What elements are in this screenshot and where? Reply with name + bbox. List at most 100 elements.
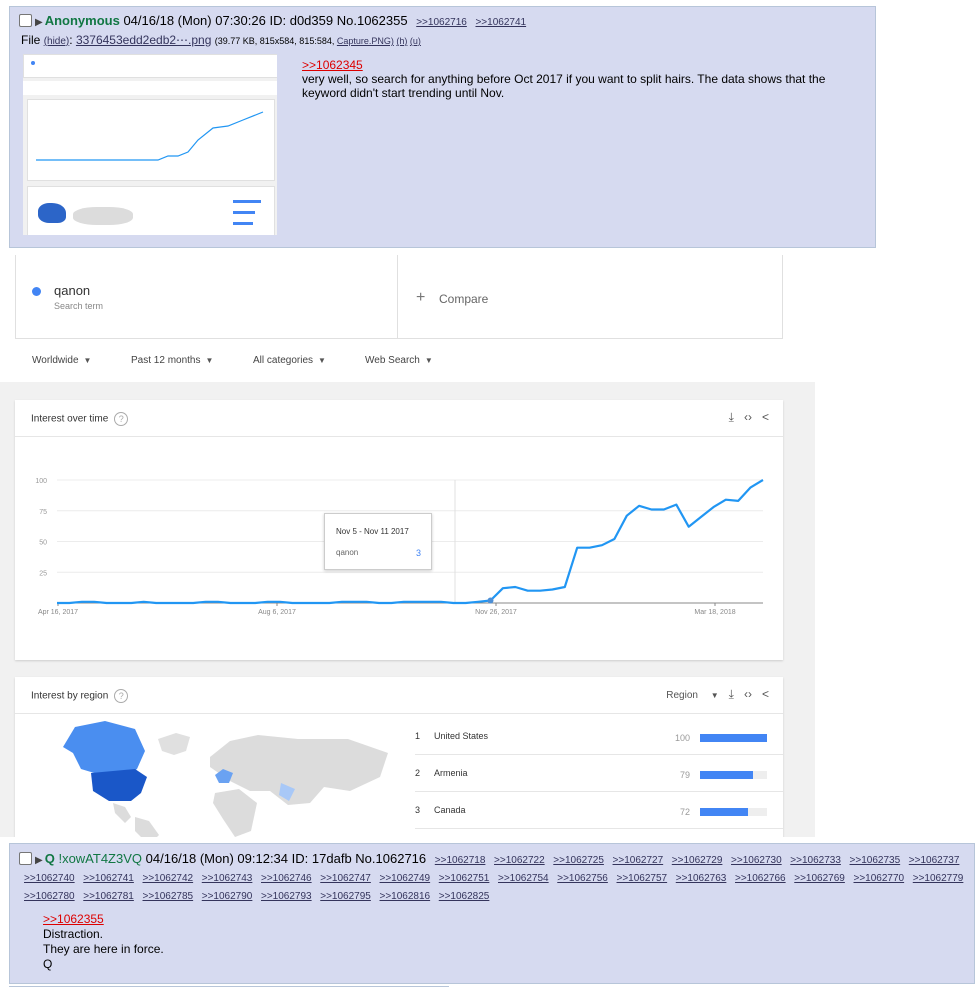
backlink[interactable]: >>1062751 <box>438 873 490 884</box>
backlink[interactable]: >>1062730 <box>731 855 782 866</box>
select-checkbox[interactable] <box>19 852 32 865</box>
file-label: File <box>21 33 41 47</box>
backlink[interactable]: >>1062740 <box>24 873 75 884</box>
interest-over-time-title: Interest over time? <box>31 412 129 426</box>
post-id-label: ID: <box>269 13 287 28</box>
embed-icon[interactable]: ‹› <box>743 410 752 424</box>
backlink[interactable]: >>1062781 <box>83 891 134 902</box>
file-meta-size: (39.77 KB, 815x584, 815:584, <box>214 36 335 46</box>
backlink[interactable]: >>1062741 <box>475 17 527 28</box>
backlink[interactable]: >>1062742 <box>142 873 194 884</box>
series-line-qanon <box>57 479 764 605</box>
card-divider <box>15 436 783 437</box>
share-icon[interactable]: < <box>761 687 769 701</box>
backlink[interactable]: >>1062737 <box>908 855 960 866</box>
backlink[interactable]: >>1062727 <box>612 855 664 866</box>
post-menu-arrow-icon[interactable]: ▶ <box>35 17 43 28</box>
backlink[interactable]: >>1062785 <box>142 891 194 902</box>
backlink[interactable]: >>1062725 <box>553 855 604 866</box>
interest-by-region-label: Interest by region <box>31 690 109 702</box>
backlink[interactable]: >>1062756 <box>557 873 608 884</box>
poster-id[interactable]: d0d359 <box>289 13 334 28</box>
post-line: Q <box>43 957 53 971</box>
thumb-map-rest <box>73 207 133 225</box>
region-select[interactable]: Region ▼ <box>656 690 718 701</box>
download-icon[interactable]: ⤓ <box>728 410 734 424</box>
backlink[interactable]: >>1062722 <box>494 855 545 866</box>
post-number[interactable]: No.1062355 <box>337 13 408 28</box>
poster-id[interactable]: 17dafb <box>311 851 352 866</box>
interest-over-time-label: Interest over time <box>31 413 109 425</box>
backlink[interactable]: >>1062749 <box>379 873 431 884</box>
world-map[interactable] <box>55 717 435 837</box>
backlink[interactable]: >>1062795 <box>320 891 371 902</box>
capture-link[interactable]: Capture.PNG) <box>336 36 394 46</box>
backlink[interactable]: >>1062716 <box>416 17 467 28</box>
backlink[interactable]: >>1062733 <box>790 855 841 866</box>
backlink[interactable]: >>1062766 <box>735 873 786 884</box>
post-menu-arrow-icon[interactable]: ▶ <box>35 855 43 866</box>
backlink[interactable]: >>1062790 <box>201 891 253 902</box>
backlink[interactable]: >>1062780 <box>24 891 75 902</box>
poster-name: Q <box>44 851 55 866</box>
x-tick-label: Mar 18, 2018 <box>694 609 735 616</box>
post-number-label: No. <box>336 13 357 28</box>
filter-search-type-label: Web Search <box>365 355 420 366</box>
filter-category[interactable]: All categories ▼ <box>253 355 326 366</box>
backlink[interactable]: >>1062729 <box>671 855 723 866</box>
file-name-link[interactable]: 3376453edd2edb2⋯.png <box>75 33 212 47</box>
backlink[interactable]: >>1062735 <box>849 855 901 866</box>
thumb-divider <box>23 81 277 95</box>
caret-down-icon: ▼ <box>205 356 214 365</box>
file-u-link[interactable]: (u) <box>409 36 421 46</box>
backlink[interactable]: >>1062825 <box>438 891 490 902</box>
backlink[interactable]: >>1062769 <box>794 873 845 884</box>
interest-over-time-card: Interest over time? ⤓ ‹› < 25 50 75 100 Apr 16… <box>15 400 783 660</box>
region-row[interactable]: 3 Canada 72 <box>415 791 783 829</box>
region-bar <box>700 734 767 742</box>
quote-link[interactable]: >>1062355 <box>43 912 104 926</box>
help-icon[interactable]: ? <box>114 412 129 426</box>
backlink[interactable]: >>1062763 <box>675 873 727 884</box>
help-icon[interactable]: ? <box>114 689 129 703</box>
download-icon[interactable]: ⤓ <box>728 687 734 701</box>
compare-label: Compare <box>439 292 489 306</box>
backlink[interactable]: >>1062746 <box>261 873 312 884</box>
filter-search-type[interactable]: Web Search ▼ <box>365 355 433 366</box>
backlink[interactable]: >>1062754 <box>498 873 549 884</box>
file-h-link[interactable]: (h) <box>396 36 408 46</box>
select-checkbox[interactable] <box>19 14 32 27</box>
thumb-term-card <box>23 54 277 78</box>
backlink[interactable]: >>1062747 <box>320 873 371 884</box>
thumb-chart-line <box>36 111 264 161</box>
attachment-thumbnail[interactable] <box>23 54 277 235</box>
plus-icon: + <box>416 289 426 306</box>
backlink[interactable]: >>1062718 <box>434 855 486 866</box>
quote-link[interactable]: >>1062345 <box>302 58 363 72</box>
region-rank: 1 <box>415 731 421 741</box>
poster-name: Anonymous <box>44 13 120 28</box>
region-name: United States <box>434 731 489 741</box>
backlink[interactable]: >>1062816 <box>379 891 431 902</box>
backlink[interactable]: >>1062793 <box>261 891 312 902</box>
backlink[interactable]: >>1062757 <box>616 873 668 884</box>
compare-card[interactable]: + Compare <box>398 255 783 339</box>
backlink[interactable]: >>1062779 <box>912 873 964 884</box>
filter-geo[interactable]: Worldwide ▼ <box>32 355 91 366</box>
search-term-card[interactable]: qanon Search term <box>15 255 398 339</box>
region-row[interactable]: 1 United States 100 <box>415 717 783 755</box>
trends-header: qanon Search term + Compare Worldwide ▼ P… <box>0 255 815 382</box>
y-tick-label: 75 <box>39 509 47 516</box>
share-icon[interactable]: < <box>761 410 769 424</box>
region-row[interactable]: 2 Armenia 79 <box>415 754 783 792</box>
backlink[interactable]: >>1062770 <box>853 873 905 884</box>
embed-icon[interactable]: ‹› <box>743 687 752 701</box>
backlink[interactable]: >>1062743 <box>201 873 253 884</box>
filter-time[interactable]: Past 12 months ▼ <box>131 355 213 366</box>
region-value: 100 <box>674 733 690 743</box>
region-name: Armenia <box>434 768 468 778</box>
post-number[interactable]: No.1062716 <box>355 851 426 866</box>
hide-file-link[interactable]: (hide) <box>43 36 70 47</box>
backlink[interactable]: >>1062741 <box>83 873 134 884</box>
y-tick-label: 25 <box>39 570 47 577</box>
